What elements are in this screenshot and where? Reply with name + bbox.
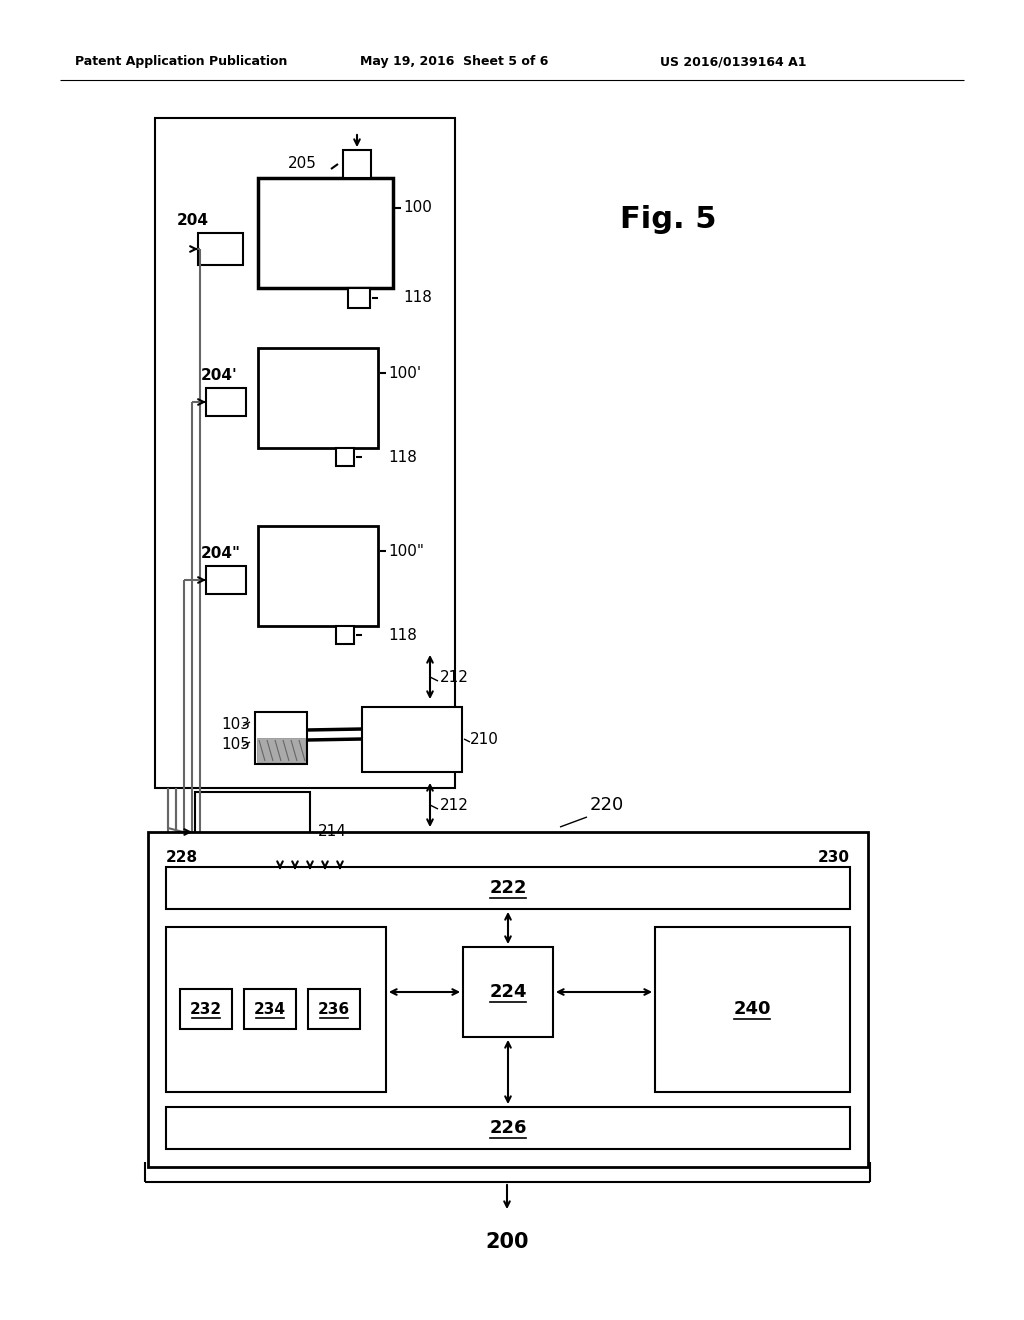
Bar: [155, 117, 455, 788]
Bar: [166, 867, 850, 909]
Bar: [166, 1107, 850, 1148]
Text: 226: 226: [489, 1119, 526, 1137]
Bar: [206, 566, 246, 594]
Bar: [362, 708, 462, 772]
Text: 204": 204": [201, 546, 241, 561]
Bar: [655, 927, 850, 1092]
Text: 222: 222: [489, 879, 526, 898]
Bar: [198, 234, 243, 265]
Bar: [348, 288, 370, 308]
Bar: [336, 447, 354, 466]
Text: 118: 118: [388, 450, 417, 465]
Text: 100': 100': [388, 366, 421, 380]
Bar: [463, 946, 553, 1038]
Bar: [257, 738, 305, 762]
Text: 220: 220: [590, 796, 625, 814]
Text: 236: 236: [317, 1002, 350, 1016]
Text: 118: 118: [388, 627, 417, 643]
Text: 118: 118: [403, 290, 432, 305]
Text: Patent Application Publication: Patent Application Publication: [75, 55, 288, 69]
Text: 212: 212: [440, 797, 469, 813]
Text: 224: 224: [489, 983, 526, 1001]
Text: 210: 210: [470, 731, 499, 747]
Bar: [148, 832, 868, 1167]
Text: 205: 205: [288, 157, 316, 172]
Text: 100: 100: [403, 201, 432, 215]
Text: 214: 214: [318, 825, 347, 840]
Bar: [343, 150, 371, 178]
Bar: [195, 792, 310, 873]
Text: 234: 234: [254, 1002, 286, 1016]
Text: 103: 103: [221, 717, 250, 733]
Text: May 19, 2016  Sheet 5 of 6: May 19, 2016 Sheet 5 of 6: [360, 55, 549, 69]
Text: 204: 204: [177, 213, 209, 228]
Text: Fig. 5: Fig. 5: [620, 206, 717, 235]
Text: 228: 228: [166, 850, 198, 865]
Text: 200: 200: [485, 1232, 528, 1251]
Bar: [244, 989, 296, 1030]
Text: 105: 105: [221, 737, 250, 752]
Bar: [255, 711, 307, 764]
Text: 212: 212: [440, 669, 469, 685]
Bar: [258, 178, 393, 288]
Bar: [308, 989, 360, 1030]
Bar: [336, 626, 354, 644]
Bar: [258, 525, 378, 626]
Text: 230: 230: [818, 850, 850, 865]
Text: 204': 204': [201, 368, 238, 383]
Bar: [180, 989, 232, 1030]
Text: US 2016/0139164 A1: US 2016/0139164 A1: [660, 55, 807, 69]
Text: 232: 232: [189, 1002, 222, 1016]
Bar: [206, 388, 246, 416]
Text: 100": 100": [388, 544, 424, 558]
Bar: [166, 927, 386, 1092]
Bar: [258, 348, 378, 447]
Text: 240: 240: [733, 1001, 771, 1018]
